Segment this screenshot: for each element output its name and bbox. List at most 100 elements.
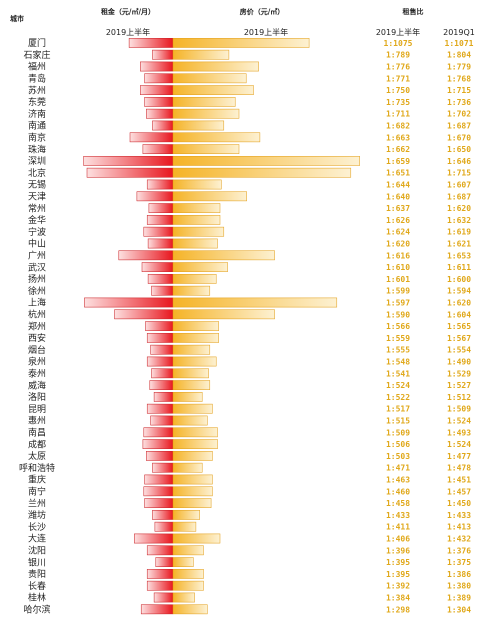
rent-bar: [84, 297, 174, 308]
ratio-h1-label: 1:624: [386, 228, 410, 237]
rent-bar: [118, 250, 174, 261]
rent-bar: [152, 462, 174, 473]
city-label: 威海: [28, 379, 46, 391]
rent-bar: [151, 368, 174, 379]
period-ratio-q1: 2019Q1: [443, 28, 475, 37]
ratio-h1-label: 1:597: [386, 299, 410, 308]
price-bar: [172, 309, 275, 320]
price-bar: [172, 85, 254, 95]
rent-bar: [129, 132, 174, 143]
city-label: 桂林: [28, 592, 46, 604]
price-bar: [172, 344, 211, 355]
ratio-h1-label: 1:599: [386, 287, 410, 296]
ratio-h1-label: 1:503: [386, 452, 410, 461]
price-bar: [172, 474, 213, 485]
ratio-q1-label: 1:451: [447, 476, 471, 485]
city-label: 洛阳: [28, 391, 46, 403]
ratio-h1-label: 1:640: [386, 192, 410, 201]
price-bar: [172, 368, 209, 379]
ratio-q1-label: 1:653: [447, 251, 471, 260]
ratio-h1-label: 1:384: [386, 594, 410, 603]
city-label: 福州: [28, 61, 46, 73]
rent-bar: [146, 179, 174, 190]
ratio-q1-label: 1:512: [447, 393, 471, 402]
city-label: 武汉: [28, 261, 46, 273]
ratio-q1-label: 1:433: [447, 511, 471, 520]
ratio-h1-label: 1:458: [386, 499, 410, 508]
ratio-h1-label: 1:601: [386, 275, 410, 284]
price-bar: [172, 61, 259, 72]
ratio-q1-label: 1:607: [447, 181, 471, 190]
city-label: 贵阳: [28, 568, 46, 580]
ratio-q1-label: 1:529: [447, 369, 471, 378]
price-bar: [172, 557, 194, 567]
ratio-q1-label: 1:715: [447, 86, 471, 95]
header-ratio: 租售比: [403, 7, 424, 16]
city-label: 宁波: [28, 226, 46, 238]
ratio-q1-label: 1:478: [447, 464, 471, 473]
ratio-h1-label: 1:471: [386, 464, 410, 473]
rent-bar: [134, 533, 174, 544]
rent-bar: [144, 73, 174, 84]
ratio-h1-label: 1:735: [386, 98, 410, 107]
city-label: 长春: [28, 580, 46, 592]
rent-bar: [140, 61, 174, 72]
price-bar: [172, 191, 247, 202]
price-bar: [172, 262, 228, 272]
ratio-h1-label: 1:555: [386, 346, 410, 355]
price-bar: [172, 592, 195, 603]
ratio-h1-label: 1:750: [386, 86, 410, 95]
city-label: 北京: [28, 167, 46, 179]
price-bar: [172, 132, 261, 143]
city-label: 无锡: [28, 180, 46, 191]
ratio-q1-label: 1:779: [447, 63, 471, 72]
rent-bar: [152, 49, 174, 60]
ratio-h1-label: 1:522: [386, 393, 410, 402]
period-price: 2019上半年: [244, 27, 288, 37]
price-bar: [172, 439, 218, 449]
rent-bar: [140, 604, 174, 615]
rent-bar: [150, 344, 174, 355]
ratio-q1-label: 1:554: [447, 346, 471, 355]
price-bar: [172, 215, 221, 225]
ratio-h1-label: 1:411: [386, 523, 410, 532]
ratio-h1-label: 1:789: [386, 51, 410, 60]
ratio-q1-label: 1:375: [447, 558, 471, 567]
rent-bar: [146, 215, 174, 225]
ratio-q1-label: 1:715: [447, 169, 471, 178]
price-bar: [172, 38, 310, 48]
ratio-q1-label: 1:493: [447, 428, 471, 437]
city-label: 长沙: [28, 521, 46, 533]
rent-bar: [142, 439, 174, 449]
ratio-h1-label: 1:659: [386, 157, 410, 166]
city-label: 中山: [28, 238, 46, 250]
rent-bar: [154, 521, 174, 532]
price-bar: [172, 356, 217, 367]
rent-bar: [144, 474, 174, 485]
ratio-h1-label: 1:517: [386, 405, 410, 414]
price-bar: [172, 427, 218, 438]
ratio-q1-label: 1:567: [447, 334, 471, 343]
ratio-h1-label: 1:515: [386, 417, 410, 426]
ratio-q1-label: 1:670: [447, 133, 471, 142]
ratio-q1-label: 1:650: [447, 145, 471, 154]
ratio-q1-label: 1:432: [447, 535, 471, 544]
price-bar: [172, 545, 204, 556]
ratio-h1-label: 1:541: [386, 369, 410, 378]
price-bar: [172, 97, 236, 107]
city-label: 杭州: [28, 309, 46, 321]
price-bar: [172, 403, 213, 414]
ratio-q1-label: 1:450: [447, 499, 471, 508]
ratio-h1-label: 1:548: [386, 358, 410, 367]
price-bar: [172, 144, 240, 154]
ratio-q1-label: 1:646: [447, 157, 471, 166]
price-bar: [172, 380, 211, 390]
rent-bar: [151, 285, 174, 296]
price-bar: [172, 451, 213, 461]
ratio-h1-label: 1:590: [386, 310, 410, 319]
city-label: 惠州: [28, 415, 46, 427]
price-bar: [172, 498, 212, 508]
price-bar: [172, 203, 221, 213]
ratio-h1-label: 1:651: [386, 169, 410, 178]
ratio-h1-label: 1:396: [386, 546, 410, 555]
